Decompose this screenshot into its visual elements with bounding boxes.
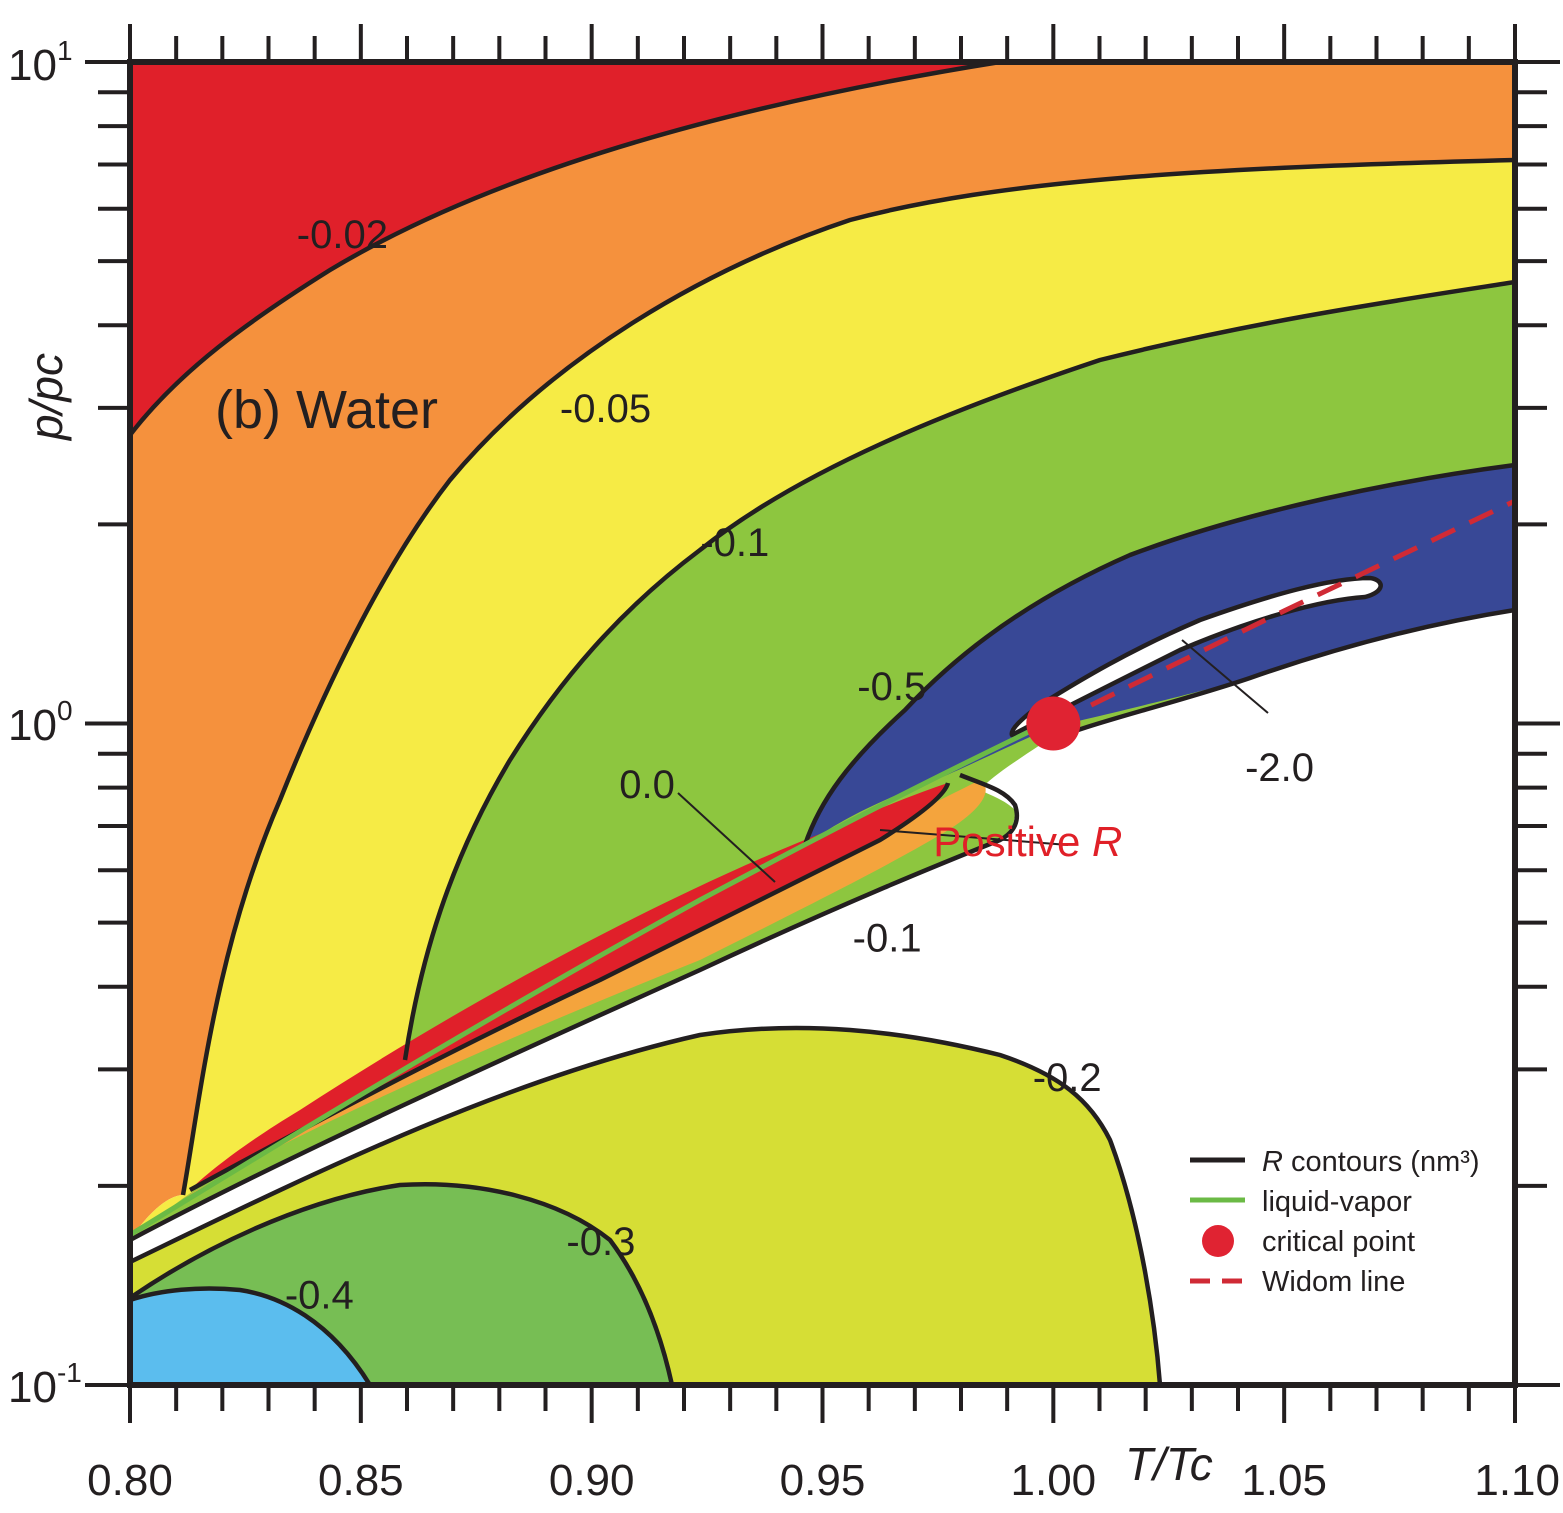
- x-tick-label: 1.00: [1011, 1456, 1097, 1505]
- region-orange-upper: [130, 62, 1515, 1240]
- contour-line--0.2: [130, 1025, 1163, 1385]
- contour-label: -0.2: [1033, 1056, 1102, 1100]
- contour-label: -0.4: [285, 1274, 354, 1318]
- contour-line--0.4: [130, 1286, 372, 1385]
- legend-label-contours: R contours (nm³): [1262, 1146, 1480, 1178]
- contour-label: 0.0: [619, 763, 675, 807]
- leader-line--2.0: [1181, 639, 1269, 714]
- contour-labels: -0.02 -0.05 -0.1 -0.5 -2.0 0.0 -0.1 -0.2 -0.3 -0.…: [285, 213, 1314, 1318]
- x-tick-label: 0.95: [780, 1456, 866, 1505]
- region-white-bubble: [1011, 578, 1381, 735]
- region-red-upper: [130, 62, 1000, 435]
- contour-label: -0.02: [297, 213, 388, 257]
- legend-label-widom-line: Widom line: [1262, 1266, 1405, 1298]
- leader-line-0.0: [677, 792, 776, 883]
- legend-swatch-critical-point: [1202, 1225, 1234, 1257]
- x-tick-label: 0.80: [87, 1456, 173, 1505]
- contour-line--0.5-upper: [802, 462, 1515, 846]
- y-axis-title: p/pc: [20, 353, 72, 442]
- x-axis-title: T/Tc: [1125, 1438, 1213, 1490]
- legend-label-liquid-vapor: liquid-vapor: [1262, 1186, 1412, 1218]
- positive-r-annotation: Positive R: [933, 818, 1122, 865]
- x-tick-label: 0.90: [549, 1456, 635, 1505]
- critical-point-dot: [1026, 696, 1081, 751]
- x-tick-label: 1.05: [1241, 1456, 1327, 1505]
- contour-label: -0.1: [700, 521, 769, 565]
- contour-label: -2.0: [1245, 746, 1314, 790]
- contour-line--0.3: [130, 1182, 675, 1385]
- leader-line-positive-r: [879, 829, 1069, 846]
- contour-line--0.5-lower: [1038, 607, 1515, 748]
- contour-line--0.1-lower: [130, 772, 1020, 1242]
- y-tick-label-10^-1: 10-1: [8, 1357, 82, 1412]
- contour-label: -0.3: [566, 1220, 635, 1264]
- region-lightblue: [130, 1288, 370, 1385]
- contour-label: -0.5: [857, 665, 926, 709]
- y-tick-label-10^0: 100: [8, 695, 73, 750]
- legend: R contours (nm³) liquid-vapor critical p…: [1190, 1146, 1480, 1298]
- x-axis-tick-labels: 0.80 0.85 0.90 0.95 1.00 1.05 1.10: [87, 1456, 1560, 1505]
- contour-line--0.1-upper: [402, 279, 1515, 1061]
- y-tick-label-10^1: 101: [8, 35, 73, 90]
- contour-line--0.05: [180, 157, 1515, 1196]
- x-tick-label: 1.10: [1474, 1456, 1560, 1505]
- axis-ticks: [85, 24, 1560, 1423]
- x-tick-label: 0.85: [318, 1456, 404, 1505]
- contour-label: -0.05: [560, 387, 651, 431]
- panel-label: (b) Water: [215, 380, 438, 440]
- widom-line: [1052, 498, 1517, 726]
- legend-label-critical-point: critical point: [1262, 1226, 1415, 1258]
- liquid-vapor-line: [130, 720, 1049, 1238]
- contour-line--0.02: [130, 62, 1001, 437]
- contour-line--2.0: [1009, 575, 1383, 738]
- contour-label: -0.1: [853, 916, 922, 960]
